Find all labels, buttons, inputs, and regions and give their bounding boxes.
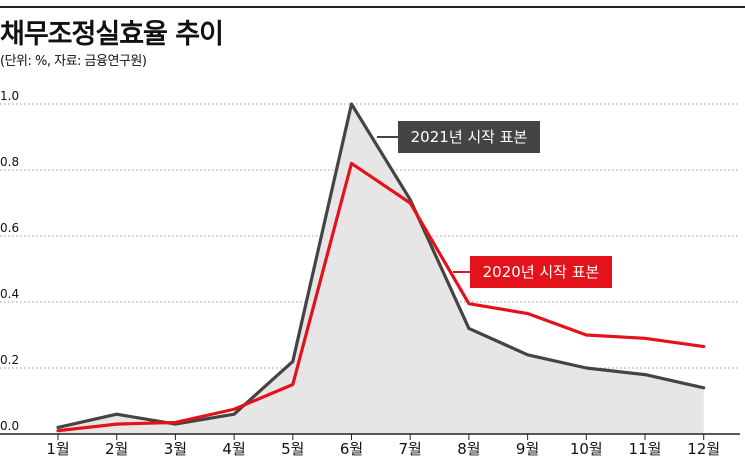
legend-2021-box [398,121,540,153]
y-tick-label: 0.6 [0,221,19,235]
series-2020-line [56,161,706,433]
y-tick-label: 0.0 [0,419,19,433]
x-tick-label: 6월 [340,440,363,458]
y-tick-label: 0.2 [0,353,19,367]
x-tick-label: 2월 [105,440,128,458]
chart-subtitle: (단위: %, 자료: 금융연구원) [0,54,147,69]
x-tick-label: 8월 [457,440,480,458]
x-tick-label: 3월 [164,440,187,458]
chart-title: 채무조정실효율 추이 [0,19,224,50]
legend-2020-text: 2020년 시작 표본 [483,263,600,281]
x-tick-label: 4월 [222,440,245,458]
x-tick-label: 9월 [516,440,539,458]
top-rule [0,6,745,8]
x-tick-label: 7월 [399,440,422,458]
x-tick-label: 1월 [46,440,69,458]
legend-2020-box [470,256,612,288]
x-tick-label: 11월 [629,440,662,458]
x-tick-label: 5월 [281,440,304,458]
y-tick-label: 0.4 [0,287,19,301]
x-tick-label: 12월 [687,440,720,458]
y-tick-label: 1.0 [0,89,19,103]
series-2021-area [58,104,704,434]
x-tick-label: 10월 [570,440,603,458]
y-tick-label: 0.8 [0,155,19,169]
legend-2021-text: 2021년 시작 표본 [411,128,528,146]
